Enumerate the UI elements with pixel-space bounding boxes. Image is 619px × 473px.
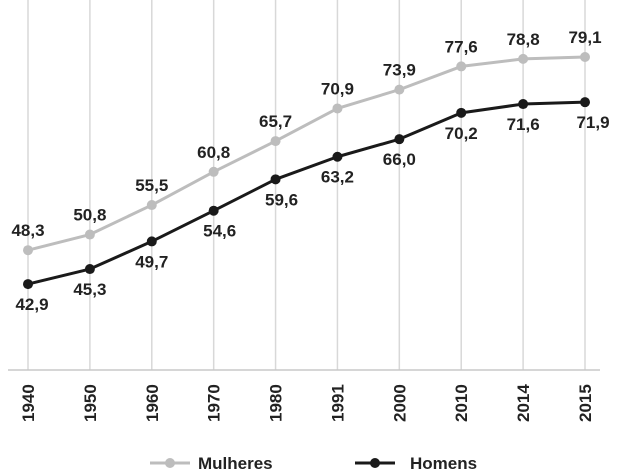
point-homens-2010 xyxy=(456,107,467,118)
point-homens-1970 xyxy=(208,205,219,216)
x-tick-2000: 2000 xyxy=(390,384,409,422)
data-label-homens-1950: 45,3 xyxy=(73,280,106,299)
point-mulheres-2015 xyxy=(580,52,590,63)
data-label-homens-2014: 71,6 xyxy=(507,115,540,134)
x-tick-1950: 1950 xyxy=(81,384,100,422)
x-tick-2010: 2010 xyxy=(452,384,471,422)
point-mulheres-2000 xyxy=(394,84,405,95)
data-label-mulheres-2010: 77,6 xyxy=(445,37,478,56)
data-label-homens-1970: 54,6 xyxy=(203,222,236,241)
point-mulheres-2014 xyxy=(518,53,529,64)
point-mulheres-1980 xyxy=(270,136,281,147)
legend-swatch-marker xyxy=(165,458,175,468)
data-label-homens-2015: 71,9 xyxy=(576,113,609,132)
point-mulheres-2010 xyxy=(456,61,467,72)
data-label-homens-1940: 42,9 xyxy=(15,295,48,314)
data-label-homens-1960: 49,7 xyxy=(135,252,168,271)
data-label-mulheres-1960: 55,5 xyxy=(135,176,168,195)
legend-label: Mulheres xyxy=(198,454,273,473)
x-tick-1991: 1991 xyxy=(328,384,347,422)
point-mulheres-1950 xyxy=(84,229,95,240)
data-label-homens-2000: 66,0 xyxy=(383,150,416,169)
grid-lines xyxy=(8,0,600,371)
point-mulheres-1991 xyxy=(332,103,343,114)
legend-swatch-marker xyxy=(370,458,380,468)
point-homens-1980 xyxy=(270,174,281,185)
x-tick-1970: 1970 xyxy=(205,384,224,422)
x-tick-1960: 1960 xyxy=(143,384,162,422)
x-axis-ticks: 1940 1950 1960 1970 1980 1991 2000 2010 2014 2015 xyxy=(19,384,595,422)
x-tick-1980: 1980 xyxy=(267,384,286,422)
data-label-mulheres-1950: 50,8 xyxy=(73,206,106,225)
data-label-mulheres-1970: 60,8 xyxy=(197,143,230,162)
point-mulheres-1970 xyxy=(208,166,219,177)
series-line-mulheres xyxy=(27,55,586,252)
x-tick-2014: 2014 xyxy=(514,384,533,422)
data-labels: 48,3 50,8 55,5 60,8 65,7 70,9 73,9 77,6 78,8 79,1… xyxy=(11,28,609,314)
legend: Mulheres Homens xyxy=(150,454,477,473)
point-homens-1991 xyxy=(332,151,343,162)
x-tick-2015: 2015 xyxy=(576,384,595,422)
data-label-mulheres-2000: 73,9 xyxy=(383,61,416,80)
point-homens-1960 xyxy=(146,236,157,247)
data-label-homens-1980: 59,6 xyxy=(265,190,298,209)
series-lines xyxy=(23,52,590,290)
x-tick-1940: 1940 xyxy=(19,384,38,422)
point-homens-2014 xyxy=(518,99,529,110)
point-homens-2000 xyxy=(394,134,405,145)
legend-label: Homens xyxy=(410,454,477,473)
legend-item-homens: Homens xyxy=(355,454,477,473)
point-mulheres-1940 xyxy=(23,245,33,256)
point-homens-2015 xyxy=(580,97,590,108)
data-label-homens-1991: 63,2 xyxy=(321,168,354,187)
data-label-mulheres-1991: 70,9 xyxy=(321,79,354,98)
point-homens-1950 xyxy=(84,264,95,275)
point-mulheres-1960 xyxy=(146,200,157,211)
data-label-mulheres-2015: 79,1 xyxy=(568,28,601,47)
legend-item-mulheres: Mulheres xyxy=(150,454,273,473)
data-label-homens-2010: 70,2 xyxy=(445,124,478,143)
series-line-homens xyxy=(27,100,586,286)
point-homens-1940 xyxy=(23,279,33,290)
data-label-mulheres-1980: 65,7 xyxy=(259,112,292,131)
data-label-mulheres-1940: 48,3 xyxy=(11,221,44,240)
data-label-mulheres-2014: 78,8 xyxy=(507,30,540,49)
